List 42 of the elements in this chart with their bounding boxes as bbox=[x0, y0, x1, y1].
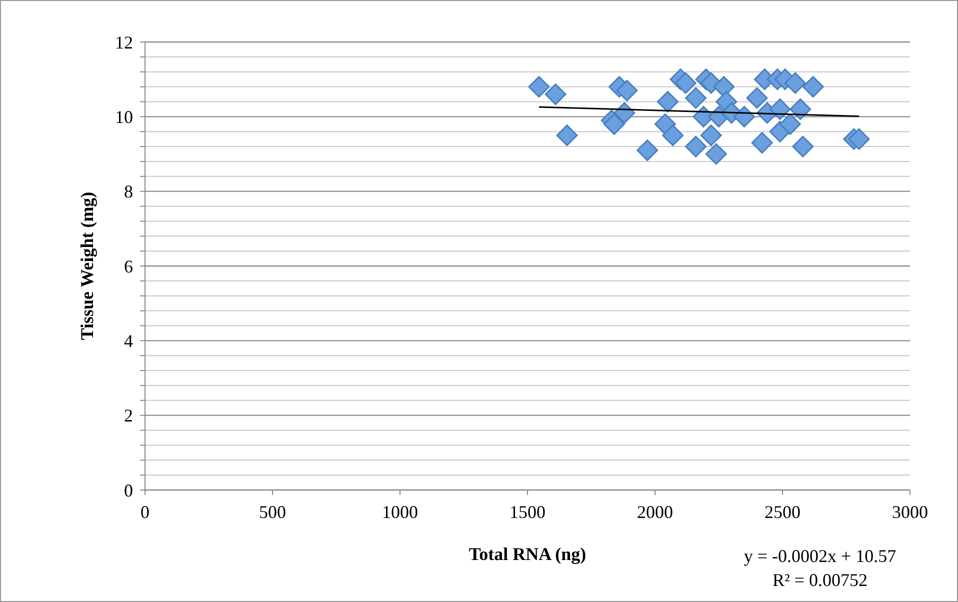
y-tick-label: 12 bbox=[115, 32, 133, 52]
x-tick-label: 2000 bbox=[637, 502, 673, 522]
y-axis-title: Tissue Weight (mg) bbox=[77, 192, 97, 340]
point bbox=[528, 76, 550, 98]
point bbox=[544, 84, 566, 106]
point bbox=[746, 87, 768, 109]
y-tick-label: 6 bbox=[124, 256, 133, 276]
point bbox=[614, 102, 636, 124]
point bbox=[685, 136, 707, 158]
y-tick-label: 2 bbox=[124, 406, 133, 426]
x-tick-label: 2500 bbox=[764, 502, 800, 522]
x-axis-title: Total RNA (ng) bbox=[468, 544, 586, 564]
point bbox=[779, 113, 801, 135]
x-tick-label: 3000 bbox=[892, 502, 928, 522]
x-tick-label: 1500 bbox=[510, 502, 546, 522]
point bbox=[700, 124, 722, 146]
text: R² = 0.00752 bbox=[772, 570, 868, 590]
y-tick-label: 10 bbox=[115, 106, 133, 127]
point bbox=[734, 106, 755, 128]
point bbox=[705, 143, 727, 165]
y-tick-label: 0 bbox=[124, 480, 133, 500]
point bbox=[802, 76, 824, 98]
point bbox=[848, 128, 870, 150]
point bbox=[790, 98, 812, 120]
point bbox=[674, 72, 696, 94]
y-tick-label: 8 bbox=[124, 182, 133, 202]
point bbox=[636, 140, 658, 162]
x-tick-label: 1000 bbox=[382, 502, 418, 522]
point bbox=[657, 90, 678, 112]
point bbox=[685, 87, 707, 109]
point bbox=[769, 98, 791, 120]
point bbox=[616, 80, 638, 102]
point bbox=[662, 124, 684, 146]
point bbox=[556, 124, 578, 146]
y-tick-label: 4 bbox=[124, 330, 133, 351]
point bbox=[784, 72, 806, 94]
point bbox=[751, 132, 773, 154]
text: y = -0.0002x + 10.57 bbox=[744, 546, 896, 566]
point bbox=[792, 136, 814, 158]
point bbox=[603, 113, 625, 135]
x-tick-label: 500 bbox=[259, 502, 286, 522]
x-tick-label: 0 bbox=[140, 502, 150, 522]
